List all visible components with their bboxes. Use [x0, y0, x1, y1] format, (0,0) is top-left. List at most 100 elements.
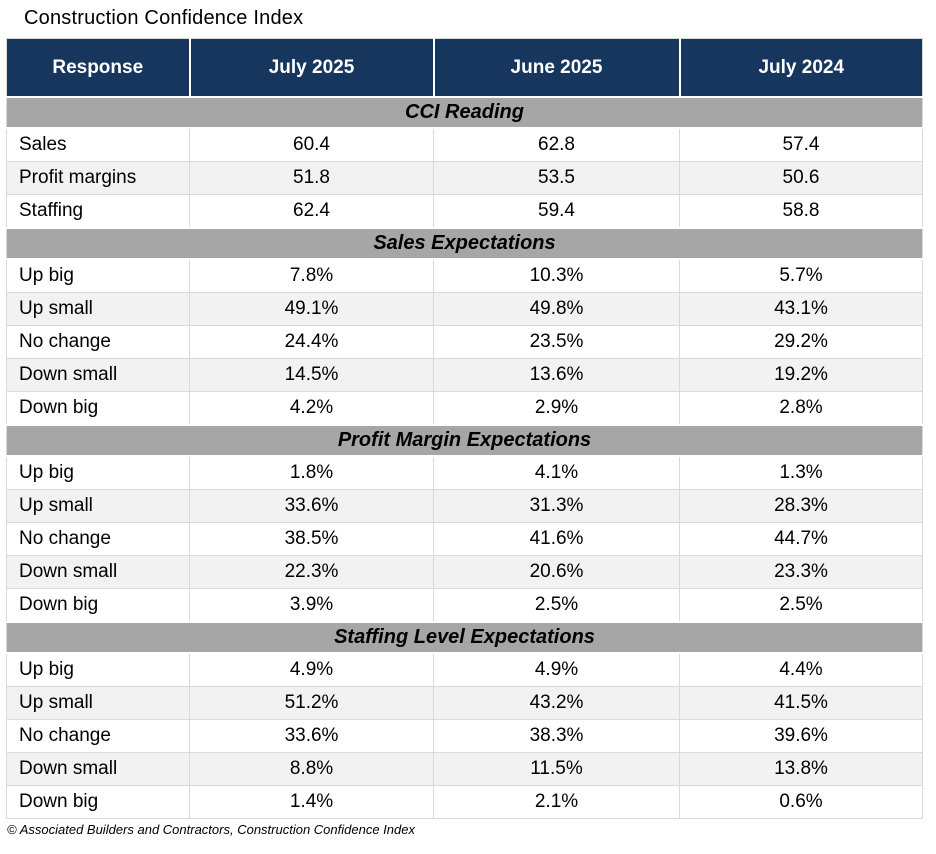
- value-cell: 44.7%: [679, 522, 923, 556]
- value-cell: 2.5%: [433, 588, 680, 623]
- table-header: Response July 2025 June 2025 July 2024: [6, 38, 923, 98]
- row-label: No change: [6, 325, 190, 359]
- value-cell: 49.1%: [189, 292, 434, 326]
- value-cell: 1.8%: [189, 455, 434, 490]
- value-cell: 8.8%: [189, 752, 434, 786]
- row-label: Up small: [6, 489, 190, 523]
- column-header-july-2025: July 2025: [188, 38, 434, 98]
- value-cell: 23.5%: [433, 325, 680, 359]
- table-row: Profit margins 51.8 53.5 50.6: [6, 161, 923, 195]
- row-label: Down small: [6, 555, 190, 589]
- table-row: Down big 3.9% 2.5% 2.5%: [6, 588, 923, 623]
- value-cell: 59.4: [433, 194, 680, 229]
- row-label: Sales: [6, 127, 190, 162]
- table-row: Up small 49.1% 49.8% 43.1%: [6, 292, 923, 326]
- table-row: Up big 7.8% 10.3% 5.7%: [6, 258, 923, 293]
- row-label: Up big: [6, 258, 190, 293]
- value-cell: 43.1%: [679, 292, 923, 326]
- value-cell: 2.8%: [679, 391, 923, 426]
- value-cell: 38.5%: [189, 522, 434, 556]
- table-row: Down small 22.3% 20.6% 23.3%: [6, 555, 923, 589]
- value-cell: 14.5%: [189, 358, 434, 392]
- value-cell: 4.9%: [433, 652, 680, 687]
- row-label: Up big: [6, 455, 190, 490]
- value-cell: 39.6%: [679, 719, 923, 753]
- section-header-row: Sales Expectations: [6, 227, 923, 260]
- section-header-sales-expectations: Sales Expectations: [6, 227, 923, 260]
- value-cell: 58.8: [679, 194, 923, 229]
- value-cell: 33.6%: [189, 719, 434, 753]
- table-row: Up small 33.6% 31.3% 28.3%: [6, 489, 923, 523]
- column-header-response: Response: [6, 38, 190, 98]
- value-cell: 11.5%: [433, 752, 680, 786]
- value-cell: 2.5%: [679, 588, 923, 623]
- row-label: Down small: [6, 358, 190, 392]
- table-row: Up small 51.2% 43.2% 41.5%: [6, 686, 923, 720]
- value-cell: 1.3%: [679, 455, 923, 490]
- value-cell: 49.8%: [433, 292, 680, 326]
- value-cell: 2.9%: [433, 391, 680, 426]
- value-cell: 41.5%: [679, 686, 923, 720]
- value-cell: 5.7%: [679, 258, 923, 293]
- value-cell: 0.6%: [679, 785, 923, 819]
- value-cell: 4.2%: [189, 391, 434, 426]
- value-cell: 4.4%: [679, 652, 923, 687]
- column-header-july-2024: July 2024: [678, 38, 923, 98]
- value-cell: 13.8%: [679, 752, 923, 786]
- value-cell: 50.6: [679, 161, 923, 195]
- value-cell: 62.4: [189, 194, 434, 229]
- row-label: Down big: [6, 785, 190, 819]
- header-row: Response July 2025 June 2025 July 2024: [6, 38, 923, 98]
- table-row: Sales 60.4 62.8 57.4: [6, 127, 923, 162]
- row-label: No change: [6, 719, 190, 753]
- source-attribution: © Associated Builders and Contractors, C…: [7, 822, 415, 837]
- value-cell: 24.4%: [189, 325, 434, 359]
- value-cell: 10.3%: [433, 258, 680, 293]
- value-cell: 4.9%: [189, 652, 434, 687]
- row-label: No change: [6, 522, 190, 556]
- row-label: Down small: [6, 752, 190, 786]
- value-cell: 23.3%: [679, 555, 923, 589]
- value-cell: 51.2%: [189, 686, 434, 720]
- value-cell: 41.6%: [433, 522, 680, 556]
- table-row: Up big 4.9% 4.9% 4.4%: [6, 652, 923, 687]
- table-row: Up big 1.8% 4.1% 1.3%: [6, 455, 923, 490]
- value-cell: 51.8: [189, 161, 434, 195]
- row-label: Profit margins: [6, 161, 190, 195]
- value-cell: 28.3%: [679, 489, 923, 523]
- value-cell: 19.2%: [679, 358, 923, 392]
- section-header-row: Profit Margin Expectations: [6, 424, 923, 457]
- column-header-june-2025: June 2025: [432, 38, 680, 98]
- value-cell: 29.2%: [679, 325, 923, 359]
- table-row: No change 38.5% 41.6% 44.7%: [6, 522, 923, 556]
- row-label: Down big: [6, 588, 190, 623]
- table-row: Staffing 62.4 59.4 58.8: [6, 194, 923, 229]
- section-header-cci-reading: CCI Reading: [6, 96, 923, 129]
- value-cell: 33.6%: [189, 489, 434, 523]
- value-cell: 4.1%: [433, 455, 680, 490]
- value-cell: 57.4: [679, 127, 923, 162]
- table-row: Down big 4.2% 2.9% 2.8%: [6, 391, 923, 426]
- value-cell: 7.8%: [189, 258, 434, 293]
- value-cell: 43.2%: [433, 686, 680, 720]
- section-header-staffing-level-expectations: Staffing Level Expectations: [6, 621, 923, 654]
- value-cell: 62.8: [433, 127, 680, 162]
- table-row: Down small 14.5% 13.6% 19.2%: [6, 358, 923, 392]
- section-header-profit-margin-expectations: Profit Margin Expectations: [6, 424, 923, 457]
- row-label: Down big: [6, 391, 190, 426]
- value-cell: 31.3%: [433, 489, 680, 523]
- value-cell: 1.4%: [189, 785, 434, 819]
- row-label: Staffing: [6, 194, 190, 229]
- table-row: Down big 1.4% 2.1% 0.6%: [6, 785, 923, 819]
- table-row: No change 33.6% 38.3% 39.6%: [6, 719, 923, 753]
- value-cell: 53.5: [433, 161, 680, 195]
- value-cell: 20.6%: [433, 555, 680, 589]
- row-label: Up small: [6, 292, 190, 326]
- row-label: Up big: [6, 652, 190, 687]
- value-cell: 22.3%: [189, 555, 434, 589]
- table-row: No change 24.4% 23.5% 29.2%: [6, 325, 923, 359]
- table-row: Down small 8.8% 11.5% 13.8%: [6, 752, 923, 786]
- cci-table: Response July 2025 June 2025 July 2024 C…: [6, 38, 923, 819]
- section-header-row: Staffing Level Expectations: [6, 621, 923, 654]
